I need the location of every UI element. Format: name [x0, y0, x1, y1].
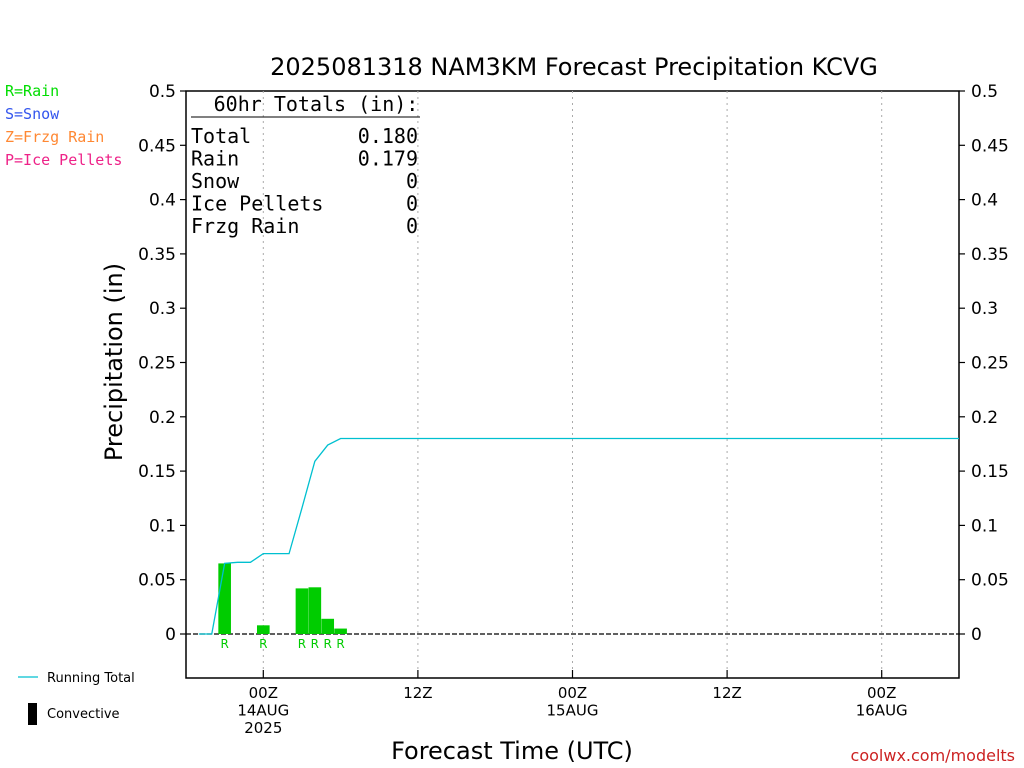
chart-title: 2025081318 NAM3KM Forecast Precipitation… [270, 53, 878, 81]
y-tick-label: 0.2 [149, 408, 176, 428]
x-tick-label: 00Z [558, 684, 587, 702]
totals-label: Frzg Rain [191, 214, 299, 238]
y-tick-label: 0.4 [971, 191, 998, 211]
y-tick-label: 0.35 [138, 245, 176, 265]
ptype-legend-item: P=Ice Pellets [5, 151, 122, 169]
ptype-legend: R=Rain S=Snow Z=Frzg Rain P=Ice Pellets [5, 82, 122, 169]
totals-label: Rain [191, 147, 239, 171]
y-tick-label: 0.2 [971, 408, 998, 428]
totals-value: 0.179 [358, 147, 418, 171]
y-tick-label: 0.5 [149, 82, 176, 102]
precip-bar [334, 628, 347, 634]
y-tick-label: 0.25 [138, 354, 176, 374]
totals-value: 0 [406, 169, 418, 193]
x-tick-label: 2025 [244, 719, 282, 737]
legend-label: Convective [47, 707, 120, 722]
totals-header: 60hr Totals (in): [214, 92, 419, 116]
precip-bar [256, 625, 270, 634]
y-tick-label: 0.1 [971, 516, 998, 536]
y-tick-label: 0.05 [971, 571, 1009, 591]
series-legend: Running Total Convective [18, 671, 135, 725]
y-tick-label: 0.45 [138, 136, 176, 156]
y-tick-label: 0.15 [138, 462, 176, 482]
precip-bar [321, 618, 335, 634]
grid-lines [262, 91, 883, 678]
legend-label: Running Total [47, 671, 135, 686]
ptype-letter: R [324, 637, 332, 651]
y-axis-label: Precipitation (in) [100, 263, 128, 461]
totals-value: 0.180 [358, 124, 418, 148]
running-total-line [198, 437, 959, 635]
ptype-letter: R [311, 637, 319, 651]
y-tick-label: 0.3 [149, 299, 176, 319]
x-tick-label: 14AUG [237, 702, 289, 720]
y-tick-label: 0.1 [149, 516, 176, 536]
precip-bar [308, 587, 322, 634]
ptype-legend-item: R=Rain [5, 82, 59, 100]
y-tick-label: 0.45 [971, 136, 1009, 156]
x-axis-label: Forecast Time (UTC) [391, 737, 633, 765]
precip-bar [218, 563, 231, 634]
x-tick-label: 00Z [249, 684, 278, 702]
y-tick-label: 0.35 [971, 245, 1009, 265]
y-tick-label: 0 [971, 625, 982, 645]
totals-value: 0 [406, 192, 418, 216]
ptype-letter: R [298, 637, 306, 651]
x-tick-label: 15AUG [547, 702, 599, 720]
x-tick-label: 00Z [867, 684, 896, 702]
totals-label: Ice Pellets [191, 192, 323, 216]
y-tick-label: 0.25 [971, 354, 1009, 374]
x-tick-label: 12Z [712, 684, 741, 702]
ptype-letter: R [259, 637, 267, 651]
y-tick-label: 0.15 [971, 462, 1009, 482]
ptype-letter: R [336, 637, 344, 651]
ptype-legend-item: Z=Frzg Rain [5, 128, 104, 146]
bar-series [218, 563, 347, 634]
ptype-letter: R [220, 637, 228, 651]
totals-box: 60hr Totals (in): Total 0.180 Rain 0.179 Snow… [191, 92, 420, 238]
y-tick-label: 0.05 [138, 571, 176, 591]
totals-label: Total [191, 124, 251, 148]
y-tick-label: 0.3 [971, 299, 998, 319]
legend-bar-symbol [28, 703, 37, 725]
totals-label: Snow [191, 169, 240, 193]
y-axis-right: 0 0.05 0.1 0.15 0.2 0.25 0.3 0.35 0.4 0.45 0.5 [959, 82, 1009, 645]
ptype-legend-item: S=Snow [5, 105, 60, 123]
y-axis-left: 0 0.05 0.1 0.15 0.2 0.25 0.3 0.35 0.4 0.45 0.5 [138, 82, 186, 645]
y-tick-label: 0 [165, 625, 176, 645]
y-tick-label: 0.4 [149, 191, 176, 211]
precip-bar [295, 588, 309, 634]
x-tick-label: 16AUG [856, 702, 908, 720]
y-tick-label: 0.5 [971, 82, 998, 102]
x-tick-label: 12Z [403, 684, 432, 702]
credit-text: coolwx.com/modelts [851, 746, 1015, 765]
totals-value: 0 [406, 214, 418, 238]
